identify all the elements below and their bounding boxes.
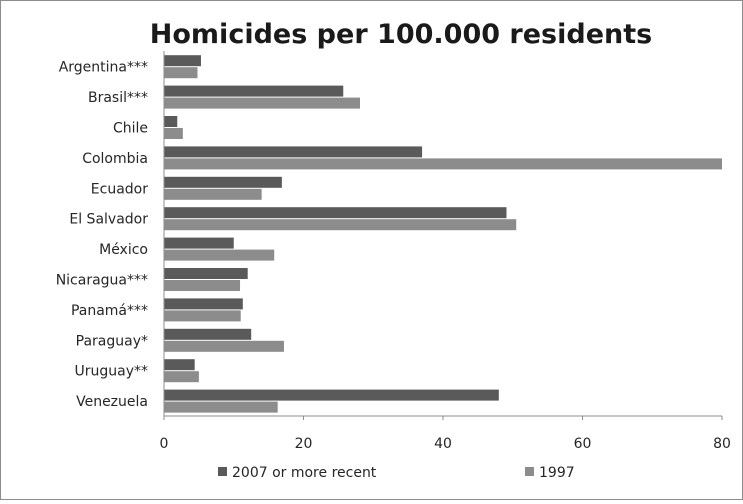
category-label: El Salvador [69, 212, 148, 228]
bar-recent-11 [164, 389, 499, 401]
legend: 2007 or more recent 1997 [218, 465, 575, 481]
x-tick-label: 40 [434, 436, 452, 452]
bar-1997-9 [164, 340, 284, 352]
bar-recent-1 [164, 85, 344, 97]
bar-recent-0 [164, 55, 201, 67]
category-label: Brasil*** [88, 90, 148, 106]
legend-swatch-recent [218, 467, 227, 476]
category-label: Nicaragua*** [56, 273, 148, 289]
bar-1997-2 [164, 128, 183, 139]
legend-label-1997: 1997 [539, 465, 575, 481]
chart-title: Homicides per 100.000 residents [150, 19, 652, 50]
bar-recent-7 [164, 268, 248, 279]
bar-1997-4 [164, 188, 262, 200]
category-label: Colombia [82, 151, 148, 167]
category-label: Venezuela [76, 394, 148, 410]
category-label: Ecuador [91, 181, 148, 197]
bar-recent-4 [164, 176, 282, 188]
bar-1997-11 [164, 401, 278, 413]
category-label: Argentina*** [59, 60, 148, 76]
x-tick-label: 0 [160, 436, 169, 452]
bar-1997-5 [164, 219, 517, 231]
category-label: Uruguay** [75, 364, 149, 380]
category-label: México [99, 242, 148, 258]
legend-label-recent: 2007 or more recent [232, 465, 377, 481]
bar-recent-8 [164, 298, 243, 310]
bar-recent-6 [164, 237, 234, 249]
bar-1997-6 [164, 249, 275, 261]
bar-1997-8 [164, 310, 241, 322]
x-tick-label: 20 [295, 436, 313, 452]
bar-1997-10 [164, 371, 199, 383]
bar-recent-10 [164, 359, 195, 371]
bar-recent-3 [164, 146, 423, 158]
category-label: Chile [113, 121, 148, 137]
x-tick-label: 60 [574, 436, 592, 452]
bar-recent-5 [164, 207, 507, 219]
bar-1997-7 [164, 280, 241, 291]
category-label: Panamá*** [71, 303, 148, 319]
category-label: Paraguay* [76, 333, 148, 349]
legend-swatch-1997 [525, 467, 534, 476]
bar-1997-0 [164, 67, 198, 79]
bar-1997-3 [164, 158, 722, 170]
x-tick-label: 80 [713, 436, 731, 452]
bar-recent-2 [164, 116, 178, 127]
bar-1997-1 [164, 97, 360, 109]
bar-recent-9 [164, 328, 252, 340]
